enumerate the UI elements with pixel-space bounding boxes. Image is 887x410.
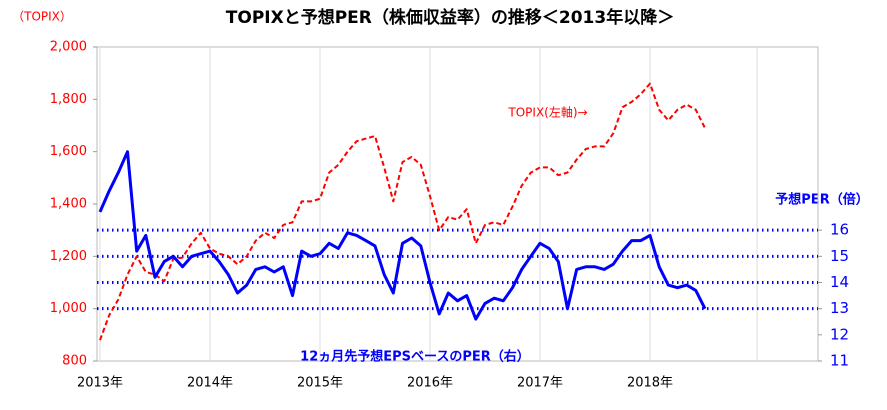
series-line bbox=[98, 150, 707, 321]
y2-tick-label: 13 bbox=[830, 299, 849, 317]
y-tick-label: 1,200 bbox=[50, 249, 87, 264]
y2-axis-label: 予想PER（倍） bbox=[775, 192, 868, 208]
x-tick-label: 2015年 bbox=[297, 376, 343, 391]
chart-title: TOPIXと予想PER（株価収益率）の推移＜2013年以降＞ bbox=[226, 7, 674, 28]
x-tick-label: 2016年 bbox=[407, 376, 453, 391]
y-tick-label: 1,400 bbox=[50, 197, 87, 212]
y2-tick-label: 14 bbox=[830, 273, 849, 291]
y-tick-label: 1,600 bbox=[50, 144, 87, 159]
series-line bbox=[99, 82, 706, 341]
y-tick-label: 1,800 bbox=[50, 92, 87, 107]
x-tick-label: 2018年 bbox=[627, 376, 673, 391]
y2-tick-label: 12 bbox=[830, 325, 849, 343]
y2-tick-label: 15 bbox=[830, 247, 849, 265]
y-axis-label: （TOPIX） bbox=[12, 10, 72, 24]
series-label: 12ヵ月先予想EPSベースのPER（右） bbox=[300, 349, 530, 365]
y2-tick-label: 11 bbox=[830, 352, 849, 370]
series-label: TOPIX(左軸)→ bbox=[507, 105, 587, 120]
y-tick-label: 800 bbox=[62, 354, 87, 369]
y2-tick-label: 16 bbox=[830, 221, 849, 239]
x-tick-label: 2013年 bbox=[77, 376, 123, 391]
y-tick-label: 1,000 bbox=[50, 301, 87, 316]
plot-frame bbox=[96, 46, 819, 362]
y-tick-label: 2,000 bbox=[50, 40, 87, 55]
x-tick-label: 2017年 bbox=[517, 376, 563, 391]
x-tick-label: 2014年 bbox=[187, 376, 233, 391]
